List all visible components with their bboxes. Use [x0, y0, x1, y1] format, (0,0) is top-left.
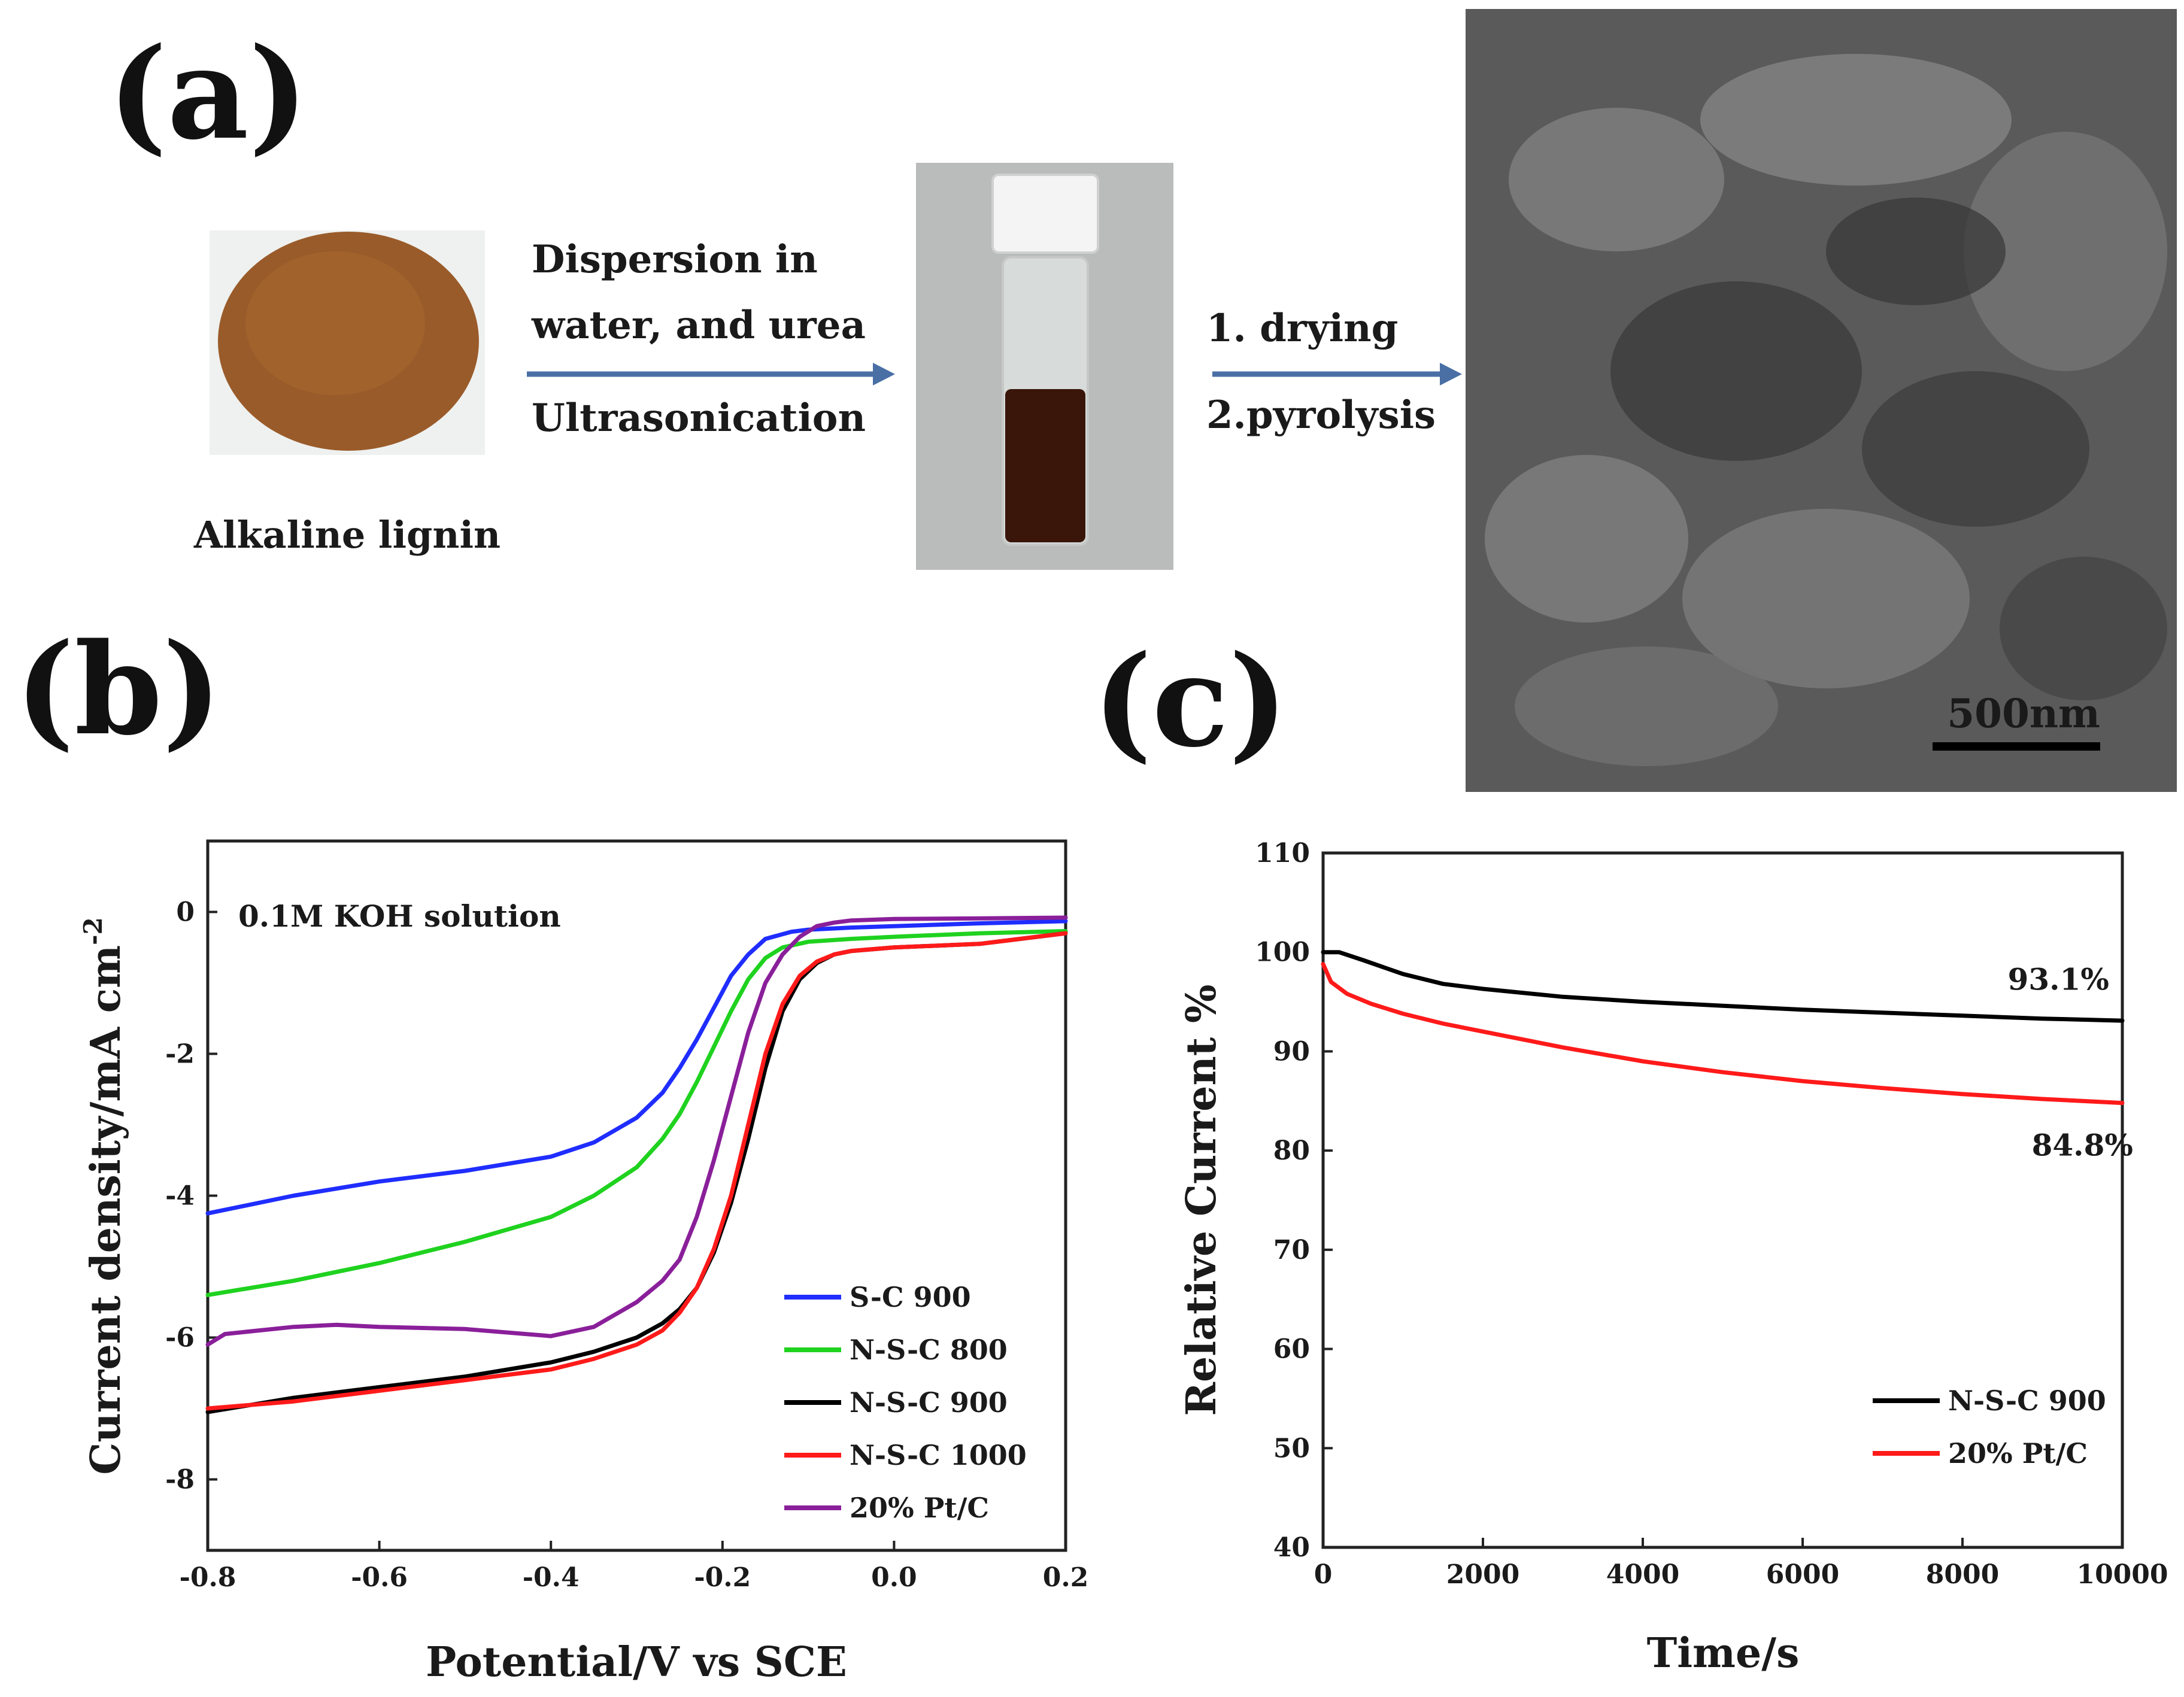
y-tick-label: -4 [165, 1181, 195, 1212]
sem-pore [1862, 371, 2089, 527]
sem-flake [1682, 509, 1970, 688]
sem-flake [1509, 108, 1724, 251]
x-tick-label: 2000 [1446, 1559, 1519, 1590]
y-tick-label: 100 [1255, 937, 1310, 968]
panel-b-label: (b) [15, 615, 222, 763]
x-tick-label: -0.2 [694, 1562, 751, 1593]
sem-flake [1485, 455, 1688, 623]
annotation-84-8: 84.8% [2032, 1127, 2133, 1162]
x-tick-label: -0.4 [523, 1562, 580, 1593]
step1-line-3: Ultrasonication [532, 396, 866, 441]
chart-b-ticks: -0.8 -0.6 -0.4 -0.2 0.0 0.2 0 -2 -4 -6 -8 [165, 897, 1088, 1593]
chart-b-xlabel: Potential/V vs SCE [426, 1638, 847, 1686]
chart-c-series [1321, 950, 2125, 1106]
legend-label-s-c-900: S-C 900 [850, 1281, 971, 1313]
panel-c-label: (c) [1093, 627, 1288, 775]
lignin-photo [210, 230, 485, 455]
legend-label-n-s-c-900: N-S-C 900 [1948, 1385, 2106, 1417]
x-tick-label: 6000 [1766, 1559, 1839, 1590]
series-line-n-s-c-800 [205, 929, 1068, 1297]
series-line-n-s-c-900 [1321, 950, 2125, 1023]
step2-line-2: 2.pyrolysis [1206, 393, 1436, 438]
panel-a: (a) Alkaline lignin Dispersion in water,… [108, 9, 2177, 792]
x-tick-label: -0.8 [180, 1562, 236, 1593]
sem-pore [1826, 198, 2006, 305]
arrow-step2-head [1440, 363, 1462, 385]
sem-pore [1610, 281, 1862, 461]
chart-c-annotations: 93.1% 84.8% [2008, 962, 2133, 1163]
x-tick-label: 0 [1314, 1559, 1333, 1590]
y-tick-label: 70 [1273, 1235, 1310, 1265]
sem-flake [1964, 132, 2167, 371]
y-tick-label: -8 [165, 1465, 195, 1495]
chart-b-ylabel-main: Current density/mA cm [82, 945, 130, 1475]
chart-b-ylabel-sup: -2 [78, 917, 108, 945]
y-tick-label: 80 [1273, 1136, 1310, 1166]
sem-flake [1515, 646, 1778, 766]
step1-line-2: water, and urea [531, 303, 866, 348]
x-tick-label: 10000 [2076, 1559, 2168, 1590]
x-tick-label: 8000 [1926, 1559, 1999, 1590]
step2-line-1: 1. drying [1206, 306, 1398, 351]
chart-c-stability: 0 2000 4000 6000 8000 10000 40 50 60 70 80 90 100 110… [1178, 838, 2168, 1677]
legend-label-n-s-c-1000: N-S-C 1000 [850, 1439, 1027, 1471]
y-tick-label: 0 [176, 897, 195, 928]
scale-bar [1933, 742, 2100, 751]
series-line-s-c-900 [205, 919, 1068, 1216]
legend-label-20-pt-c: 20% Pt/C [850, 1492, 989, 1524]
scale-bar-label: 500nm [1947, 690, 2100, 737]
y-tick-label: -6 [165, 1323, 195, 1353]
step1-line-1: Dispersion in [532, 237, 818, 282]
sem-texture [1485, 54, 2167, 766]
x-tick-label: 4000 [1606, 1559, 1679, 1590]
vial-solution [1005, 389, 1085, 542]
chart-b-lsv: -0.8 -0.6 -0.4 -0.2 0.0 0.2 0 -2 -4 -6 -8 Potentia… [78, 839, 1088, 1686]
y-tick-label: 60 [1273, 1334, 1310, 1365]
annotation-93-1: 93.1% [2008, 962, 2109, 997]
y-tick-label: 110 [1255, 838, 1310, 869]
chart-b-series [205, 915, 1068, 1414]
vial-cap [991, 174, 1099, 254]
y-tick-label: -2 [165, 1039, 195, 1070]
series-line-n-s-c-1000 [205, 931, 1068, 1411]
chart-c-ticks: 0 2000 4000 6000 8000 10000 40 50 60 70 80 90 100 110 [1255, 838, 2168, 1590]
y-tick-label: 90 [1273, 1036, 1310, 1067]
arrow-step2 [1212, 363, 1462, 385]
series-line-20-pt-c [1321, 962, 2125, 1106]
x-tick-label: -0.6 [351, 1562, 408, 1593]
x-tick-label: 0.0 [871, 1562, 917, 1593]
y-tick-label: 40 [1273, 1532, 1310, 1563]
legend-label-20-pt-c: 20% Pt/C [1948, 1437, 2088, 1470]
chart-c-xlabel: Time/s [1647, 1629, 1800, 1677]
sem-image: 500nm [1466, 9, 2177, 792]
chart-c-legend: N-S-C 900 20% Pt/C [1873, 1385, 2106, 1470]
chart-b-ylabel: Current density/mA cm-2 [78, 917, 130, 1475]
chart-b-annotation: 0.1M KOH solution [238, 898, 561, 934]
arrow-step1-head [873, 363, 895, 385]
lignin-powder-highlight [245, 251, 425, 395]
vial-photo [916, 163, 1173, 570]
legend-label-n-s-c-800: N-S-C 800 [850, 1334, 1008, 1366]
y-tick-label: 50 [1273, 1433, 1310, 1464]
panel-a-label: (a) [108, 20, 308, 168]
sem-flake [1700, 54, 2012, 186]
lignin-label: Alkaline lignin [193, 513, 500, 557]
legend-label-n-s-c-900: N-S-C 900 [850, 1386, 1008, 1419]
sem-pore [2000, 557, 2167, 700]
chart-b-legend: S-C 900 N-S-C 800 N-S-C 900 N-S-C 1000 20% P… [784, 1281, 1027, 1524]
chart-c-ylabel: Relative Current % [1178, 985, 1226, 1416]
arrow-step1 [527, 363, 895, 385]
x-tick-label: 0.2 [1043, 1562, 1089, 1593]
chart-c-plot-frame [1321, 851, 2124, 1549]
series-line-20-pt-c [205, 915, 1068, 1347]
